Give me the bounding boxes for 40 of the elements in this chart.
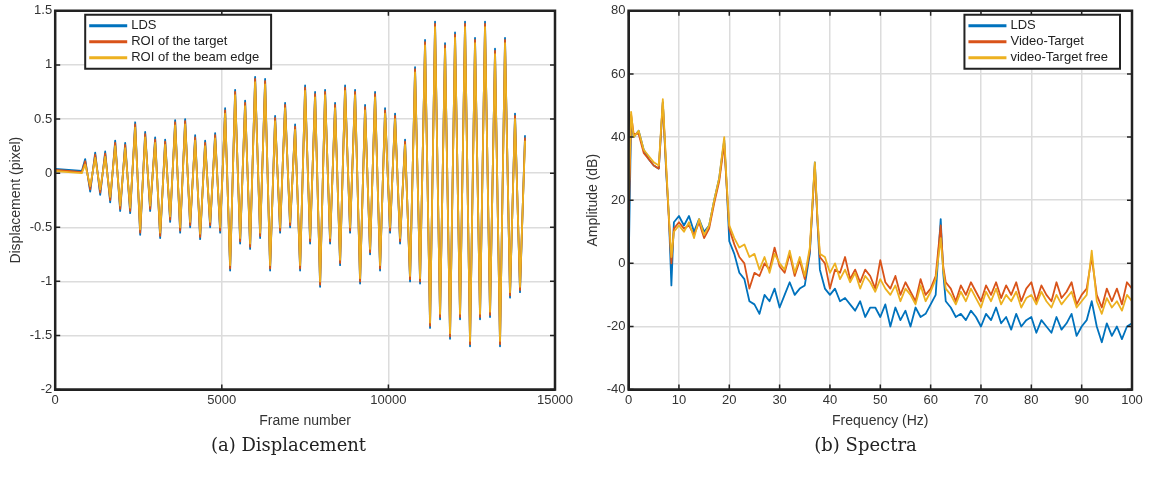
x-tick-label: 15000 xyxy=(536,391,574,407)
y-tick-label: -20 xyxy=(606,318,626,334)
y-axis-title: Amplitude (dB) xyxy=(584,153,601,247)
legend-label: ROI of the target xyxy=(131,33,228,49)
y-tick-label: -2 xyxy=(40,381,53,397)
y-tick-label: -1.5 xyxy=(29,327,53,343)
x-tick-label: 10000 xyxy=(370,391,407,407)
x-tick-label: 30 xyxy=(772,391,787,407)
legend-label: video-Target free xyxy=(1010,49,1109,65)
x-tick-label: 60 xyxy=(923,391,938,407)
x-tick-label: 90 xyxy=(1074,391,1089,407)
legend-label: ROI of the beam edge xyxy=(131,49,260,65)
y-tick-label: -1 xyxy=(40,272,53,288)
y-tick-label: 0 xyxy=(618,254,626,270)
y-tick-label: 60 xyxy=(611,65,626,81)
x-axis-title: Frame number xyxy=(259,412,352,429)
y-tick-label: 0.5 xyxy=(34,110,53,126)
y-tick-label: 1 xyxy=(44,56,53,72)
x-tick-label: 5000 xyxy=(207,391,237,407)
legend-label: LDS xyxy=(131,17,157,33)
y-tick-label: 80 xyxy=(611,2,626,18)
legend-label: Video-Target xyxy=(1010,33,1085,49)
x-tick-label: 80 xyxy=(1024,391,1039,407)
text: (a) Displacement xyxy=(210,434,367,455)
y-tick-label: 40 xyxy=(611,128,626,144)
x-tick-label: 40 xyxy=(822,391,838,407)
text: (b) Spectra xyxy=(814,434,917,455)
x-tick-label: 10 xyxy=(671,391,687,407)
x-tick-label: 100 xyxy=(1121,391,1143,407)
x-tick-label: 70 xyxy=(973,391,989,407)
legend-label: LDS xyxy=(1010,17,1037,33)
y-axis-title: Displacement (pixel) xyxy=(7,136,24,264)
x-tick-label: 50 xyxy=(873,391,888,407)
x-tick-label: 20 xyxy=(722,391,737,407)
y-tick-label: -0.5 xyxy=(29,218,53,234)
y-tick-label: -40 xyxy=(606,381,626,397)
y-tick-label: 0 xyxy=(44,164,53,180)
y-tick-label: 1.5 xyxy=(34,2,53,18)
y-tick-label: 20 xyxy=(611,191,626,207)
x-axis-title: Frequency (Hz) xyxy=(832,412,929,429)
